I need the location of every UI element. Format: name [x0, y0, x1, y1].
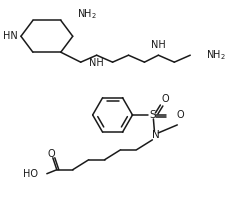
- Text: S: S: [148, 110, 155, 120]
- Text: O: O: [176, 110, 183, 120]
- Text: NH$_2$: NH$_2$: [205, 48, 225, 62]
- Text: HN: HN: [3, 31, 18, 41]
- Text: NH$_2$: NH$_2$: [76, 8, 96, 21]
- Text: O: O: [161, 94, 168, 104]
- Text: O: O: [47, 149, 54, 159]
- Text: NH: NH: [150, 40, 165, 50]
- Text: N: N: [151, 130, 159, 140]
- Text: NH: NH: [89, 58, 104, 68]
- Text: HO: HO: [23, 169, 38, 179]
